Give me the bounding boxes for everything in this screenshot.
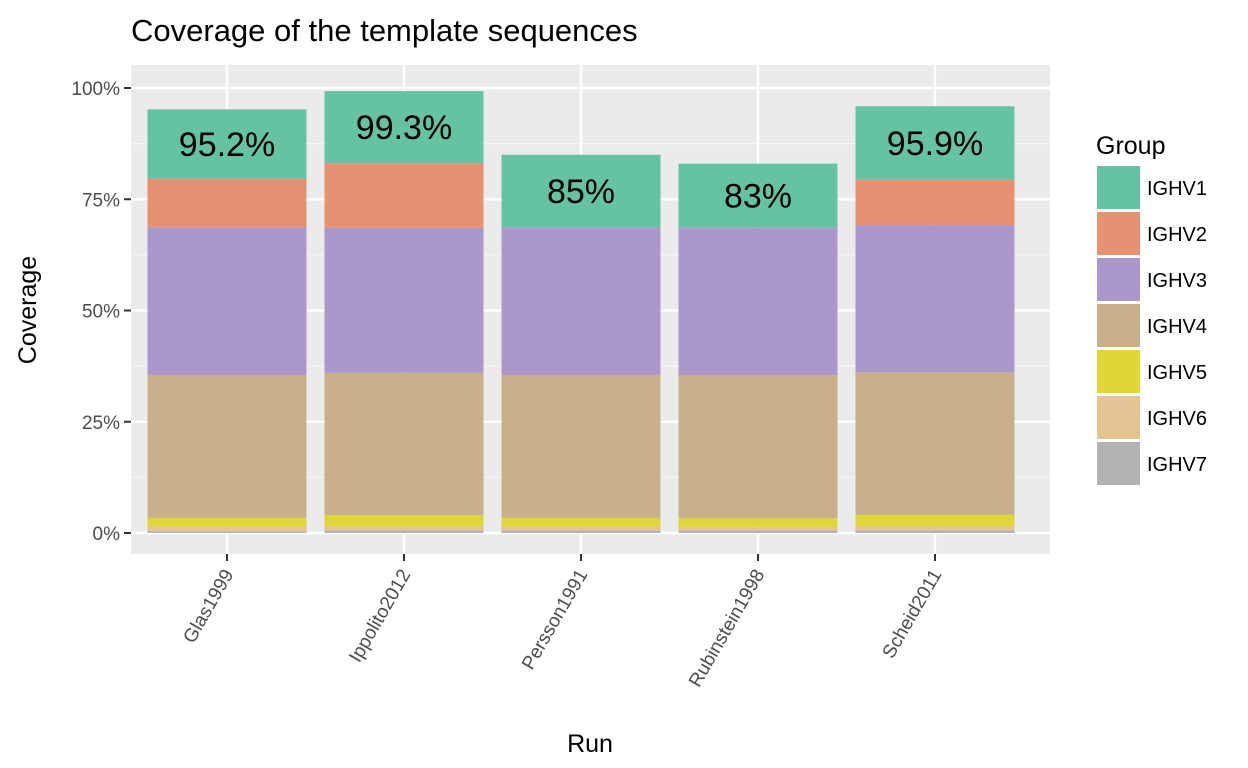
bar-segment-ighv4-scheid2011 <box>855 372 1015 515</box>
bar-total-label: 95.9% <box>887 125 983 163</box>
bar-total-label: 95.2% <box>179 126 275 164</box>
bar-segment-ighv5-scheid2011 <box>855 514 1015 526</box>
bar-segment-ighv4-glas1999 <box>147 375 307 518</box>
legend-label: IGHV7 <box>1147 454 1207 476</box>
legend-key-ighv1 <box>1097 166 1140 209</box>
bar-segment-ighv4-persson1991 <box>501 375 661 518</box>
bar-segment-ighv7-scheid2011 <box>855 530 1015 533</box>
legend-key-ighv2 <box>1097 212 1140 255</box>
legend-key-ighv3 <box>1097 258 1140 301</box>
x-tick-label: Persson1991 <box>518 566 592 673</box>
legend-label: IGHV6 <box>1147 408 1207 430</box>
y-axis-title: Coverage <box>14 256 42 364</box>
bars <box>147 91 1015 533</box>
bar-segment-ighv3-ippolito2012 <box>324 227 484 373</box>
bar-segment-ighv3-persson1991 <box>501 227 661 376</box>
bar-total-label: 85% <box>547 173 615 211</box>
legend-label: IGHV4 <box>1147 316 1207 338</box>
bar-segment-ighv6-persson1991 <box>501 526 661 531</box>
bar-segment-ighv2-glas1999 <box>147 178 307 228</box>
y-tick-label: 25% <box>82 413 120 434</box>
bar-segment-ighv6-ippolito2012 <box>324 526 484 531</box>
bar-segment-ighv5-ippolito2012 <box>324 515 484 527</box>
y-tick-label: 50% <box>82 302 120 323</box>
y-tick-label: 100% <box>71 79 120 100</box>
legend-key-ighv7 <box>1097 442 1140 485</box>
bar-segment-ighv7-glas1999 <box>147 531 307 533</box>
x-tick-label: Scheid2011 <box>879 566 947 662</box>
bar-segment-ighv2-ippolito2012 <box>324 163 484 228</box>
bar-total-label: 83% <box>724 178 792 216</box>
legend-title: Group <box>1096 132 1165 160</box>
bar-segment-ighv5-persson1991 <box>501 517 661 527</box>
y-tick-label: 75% <box>82 190 120 211</box>
bar-segment-ighv6-scheid2011 <box>855 525 1015 531</box>
bar-segment-ighv1-scheid2011 <box>855 106 1015 180</box>
bar-segment-ighv4-rubinstein1998 <box>678 375 838 519</box>
legend-label: IGHV1 <box>1147 178 1207 200</box>
bar-total-label: 99.3% <box>356 109 452 147</box>
bar-segment-ighv1-glas1999 <box>147 109 307 179</box>
legend-key-ighv4 <box>1097 304 1140 347</box>
bar-segment-ighv5-rubinstein1998 <box>678 518 838 528</box>
x-tick-label: Ippolito2012 <box>345 566 415 666</box>
legend-label: IGHV2 <box>1147 224 1207 246</box>
x-tick-label: Glas1999 <box>179 566 238 647</box>
legend: Group IGHV1 IGHV2 IGHV3 IGHV4 IGHV5 IGHV6 IGHV… <box>1096 132 1207 485</box>
bar-segment-ighv7-persson1991 <box>501 530 661 533</box>
bar-segment-ighv6-rubinstein1998 <box>678 527 838 531</box>
legend-label: IGHV3 <box>1147 270 1207 292</box>
x-axis: Glas1999 Ippolito2012 Persson1991 Rubinstei… <box>179 554 946 691</box>
bar-segment-ighv1-rubinstein1998 <box>678 163 838 228</box>
bar-segment-ighv2-scheid2011 <box>855 179 1015 226</box>
bar-segment-ighv4-ippolito2012 <box>324 372 484 516</box>
bar-total-labels: 95.2% 99.3% 85% 83% 95.9% <box>179 109 983 216</box>
y-tick-label: 0% <box>93 524 121 545</box>
bar-segment-ighv3-rubinstein1998 <box>678 227 838 376</box>
bar-segment-ighv3-glas1999 <box>147 227 307 376</box>
bar-segment-ighv6-glas1999 <box>147 526 307 532</box>
legend-key-ighv5 <box>1097 350 1140 393</box>
bar-segment-ighv3-scheid2011 <box>855 225 1015 373</box>
bar-segment-ighv1-persson1991 <box>501 154 661 228</box>
x-tick-label: Rubinstein1998 <box>685 566 769 691</box>
bar-segment-ighv7-ippolito2012 <box>324 530 484 533</box>
y-axis: 0% 25% 50% 75% 100% <box>71 79 131 545</box>
legend-key-ighv6 <box>1097 396 1140 439</box>
bar-segment-ighv1-ippolito2012 <box>324 91 484 164</box>
legend-label: IGHV5 <box>1147 362 1207 384</box>
x-axis-title: Run <box>567 730 613 758</box>
bar-segment-ighv7-rubinstein1998 <box>678 530 838 533</box>
bar-segment-ighv5-glas1999 <box>147 517 307 527</box>
chart-title: Coverage of the template sequences <box>131 13 638 48</box>
